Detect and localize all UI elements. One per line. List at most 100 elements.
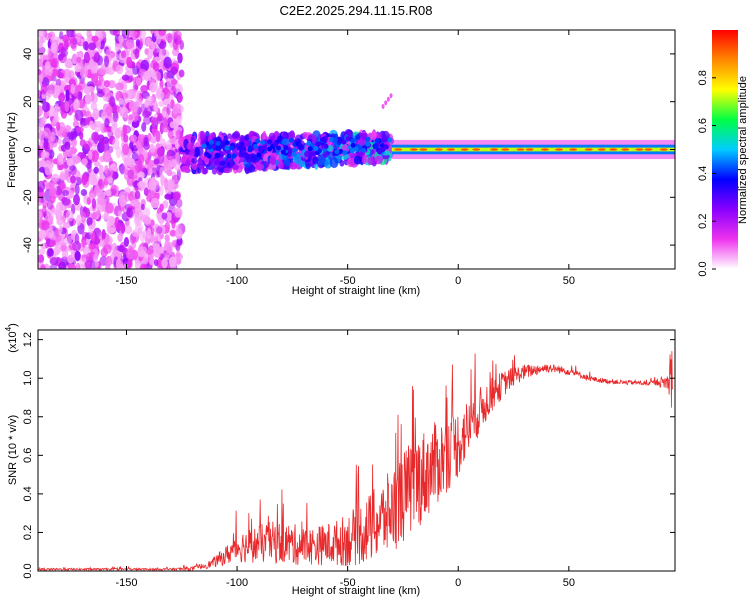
signal-core (208, 139, 214, 145)
noise-blob (68, 242, 77, 251)
noise-blob (131, 229, 140, 237)
noise-blob (81, 158, 88, 166)
noise-blob (177, 52, 183, 64)
signal-core (350, 142, 356, 148)
noise-blob (118, 97, 124, 105)
signal-core (353, 146, 359, 152)
colorbar-ticks: 0.0 0.2 0.4 0.6 0.8 (697, 70, 716, 277)
snr-ytick-label: 0.8 (22, 409, 34, 424)
signal-blob (180, 165, 190, 173)
noise-blob (95, 261, 100, 268)
noise-blob (46, 200, 54, 210)
signal-blob (213, 160, 222, 170)
signal-core (329, 137, 335, 143)
noise-blob (45, 182, 55, 190)
noise-blob (127, 169, 135, 179)
signal-core (365, 136, 371, 142)
colorbar-label: Normalized spectral amplitude (737, 76, 749, 224)
noise-blob (38, 123, 44, 131)
noise-blob (148, 178, 157, 191)
noise-blob (38, 160, 47, 167)
spectrogram-ytick-label: 0 (22, 146, 34, 152)
noise-blob (105, 255, 113, 267)
noise-blob (128, 101, 138, 112)
snr-ylabel: SNR (10 * v/v) (7, 415, 19, 485)
colorbar-tick-label: 0.0 (697, 261, 709, 276)
signal-core (252, 143, 258, 149)
noise-blob (74, 64, 82, 73)
noise-blob (164, 234, 170, 242)
noise-blob (143, 142, 150, 151)
noise-blob (50, 35, 59, 45)
noise-blob (40, 263, 46, 269)
noise-blob (104, 117, 110, 128)
spectrogram-xtick-label: 0 (455, 275, 461, 287)
noise-blob (138, 180, 144, 188)
noise-blob (131, 152, 140, 162)
noise-blob (101, 109, 108, 117)
noise-blob (94, 124, 101, 133)
signal-core (236, 145, 242, 151)
noise-blob (126, 249, 134, 260)
noise-blob (135, 39, 141, 47)
signal-core (374, 138, 380, 144)
noise-blob (60, 79, 68, 86)
tone-peak (621, 148, 630, 151)
noise-blob (138, 250, 146, 258)
noise-blob (59, 48, 69, 58)
noise-blob (124, 225, 133, 235)
signal-blob (361, 154, 368, 165)
spectrogram-ytick-label: -40 (22, 237, 34, 253)
svg-text:(x104): (x104) (4, 323, 19, 353)
tone-peak (434, 148, 443, 151)
noise-blob (80, 188, 88, 196)
noise-blob (38, 197, 42, 207)
noise-blob (154, 259, 159, 267)
noise-blob (38, 68, 42, 76)
signal-blob (190, 142, 195, 153)
noise-blob (48, 51, 55, 60)
signal-blob (381, 130, 390, 142)
noise-blob (109, 51, 119, 62)
spur-blob (381, 103, 385, 109)
noise-blob (159, 203, 164, 212)
noise-blob (143, 136, 149, 144)
noise-blob (58, 92, 66, 103)
noise-blob (76, 126, 84, 133)
spectrogram-ticks: -150 -100 -50 0 50 -40 -20 0 20 40 (22, 30, 675, 287)
noise-blob (79, 67, 89, 79)
noise-blob (57, 154, 64, 166)
noise-blob (51, 173, 60, 183)
noise-blob (177, 93, 184, 103)
noise-blob (134, 190, 141, 200)
noise-blob (161, 258, 168, 269)
noise-blob (151, 167, 157, 176)
noise-blob (120, 50, 126, 59)
noise-blob (159, 166, 164, 179)
noise-blob (82, 40, 89, 51)
noise-blob (140, 84, 148, 93)
noise-blob (170, 66, 179, 75)
tone-peak (609, 148, 618, 151)
noise-blob (124, 191, 130, 202)
noise-blob (42, 205, 47, 217)
noise-blob (166, 180, 175, 191)
noise-blob (102, 150, 112, 163)
noise-blob (38, 248, 46, 255)
noise-blob (141, 110, 151, 119)
noise-blob (158, 100, 165, 107)
noise-blob (64, 39, 69, 51)
snr-ytick-label: 0.2 (22, 525, 34, 540)
snr-scale-close: ) (7, 323, 19, 327)
signal-core (238, 152, 244, 158)
noise-blob (150, 40, 156, 49)
signal-core (239, 141, 245, 147)
noise-blob (66, 157, 74, 167)
tone-peak (409, 148, 418, 151)
noise-blob (62, 189, 70, 197)
spur-blob (384, 100, 388, 106)
tone-peak (525, 148, 534, 151)
signal-core (350, 138, 356, 144)
noise-blob (149, 258, 155, 266)
noise-blob (143, 70, 153, 81)
